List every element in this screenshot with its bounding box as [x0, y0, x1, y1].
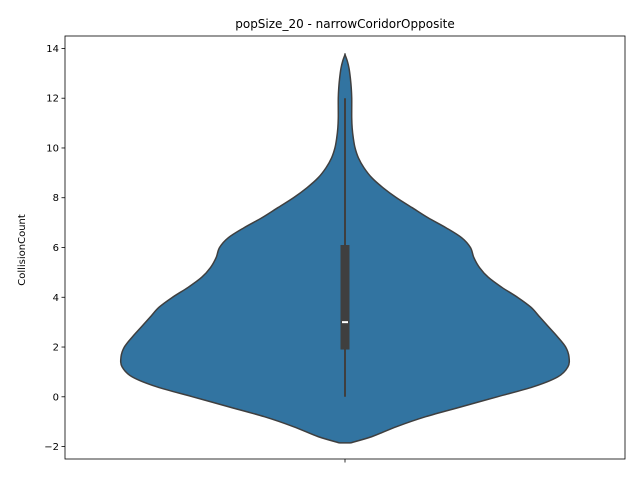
y-tick-label: 0 [53, 392, 59, 403]
y-tick-label: 14 [46, 44, 59, 55]
y-tick-label: 8 [53, 193, 59, 204]
y-tick-label: 10 [46, 143, 59, 154]
chart-title: popSize_20 - narrowCoridorOpposite [235, 17, 455, 31]
y-tick-label: 12 [46, 94, 59, 105]
y-tick-label: 4 [53, 293, 59, 304]
plot-area [119, 53, 571, 444]
axes: −2 0 2 4 6 8 10 12 14 [44, 35, 626, 463]
y-axis-label: CollisionCount [17, 214, 28, 286]
y-tick-label: −2 [44, 442, 59, 453]
y-tick-label: 6 [53, 243, 59, 254]
y-tick-label: 2 [53, 343, 59, 354]
violin-iqr-box [340, 245, 350, 350]
